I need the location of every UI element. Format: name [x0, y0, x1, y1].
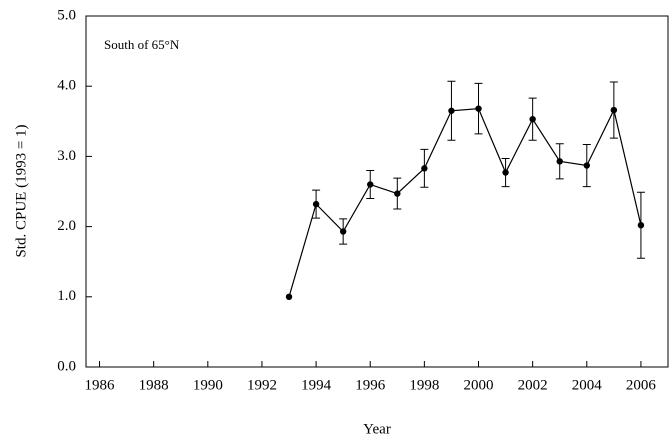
x-tick-label: 2004 [572, 377, 603, 393]
x-tick-label: 1988 [139, 377, 169, 393]
data-point [583, 162, 590, 169]
data-point [502, 169, 509, 176]
data-point [529, 115, 536, 123]
data-point [285, 293, 293, 300]
data-point [475, 105, 482, 112]
x-tick-label: 2002 [518, 377, 548, 393]
y-tick-label: 1.0 [57, 288, 76, 304]
x-tick-label: 2006 [626, 377, 657, 393]
data-point [556, 158, 563, 165]
data-point [367, 181, 374, 188]
x-tick-label: 2000 [464, 377, 494, 393]
data-point [312, 200, 320, 208]
data-point [394, 190, 401, 197]
data-point [421, 165, 428, 172]
x-axis-label: Year [363, 421, 391, 437]
annotation: South of 65°N [104, 37, 180, 52]
series-line [288, 108, 642, 297]
data-point [339, 228, 347, 235]
y-tick-label: 3.0 [57, 148, 76, 164]
y-tick-label: 4.0 [57, 78, 76, 94]
x-tick-label: 1990 [193, 377, 223, 393]
data-point [637, 221, 645, 229]
y-tick-label: 5.0 [57, 7, 76, 23]
data-point [448, 107, 455, 114]
plot-frame [85, 15, 669, 368]
y-axis-label: Std. CPUE (1993 = 1) [13, 124, 29, 257]
x-tick-label: 1998 [409, 377, 439, 393]
y-tick-label: 0.0 [57, 358, 76, 374]
y-tick-label: 2.0 [57, 218, 76, 234]
x-tick-label: 1986 [85, 377, 116, 393]
x-tick-label: 1996 [355, 377, 386, 393]
x-tick-label: 1994 [301, 377, 332, 393]
data-point [610, 106, 618, 114]
x-tick-label: 1992 [247, 377, 277, 393]
